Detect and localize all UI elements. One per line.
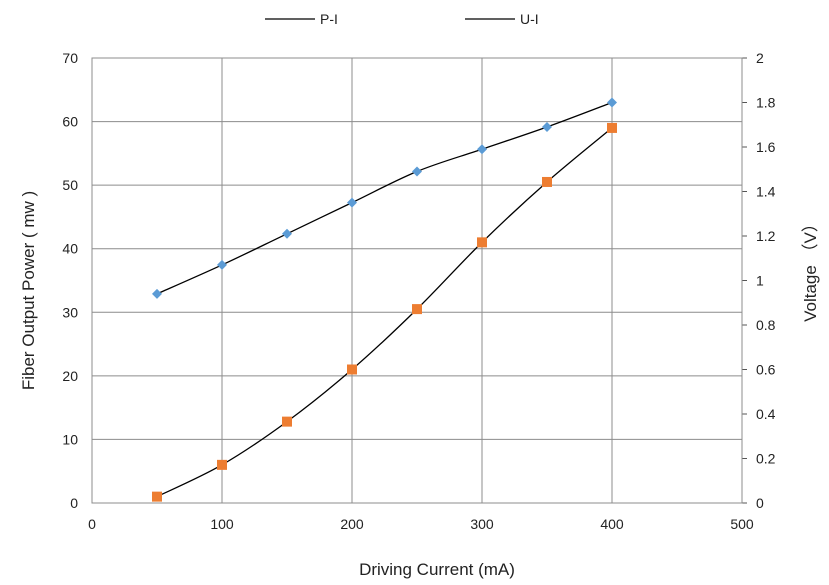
x-tick-label: 500 [730, 516, 754, 532]
data-point-diamond [542, 121, 552, 132]
y-tick-label: 20 [62, 368, 78, 384]
data-point-diamond [282, 228, 292, 239]
axes: 0 100 200 300 400 50001020304050607000.20.40.… [62, 50, 775, 532]
y2-tick-label: 0.2 [756, 451, 776, 467]
y-tick-label: 40 [62, 241, 78, 257]
legend-label: P-I [320, 11, 338, 27]
y-axis-title: Fiber Output Power ( mw ) [19, 191, 38, 390]
series-layer [152, 97, 617, 502]
y-tick-label: 10 [62, 431, 78, 447]
series-line [156, 101, 613, 295]
legend-item-p-i: P-I [265, 11, 338, 27]
grid-lines [91, 57, 743, 504]
y-tick-label: 50 [62, 177, 78, 193]
y2-tick-label: 0.8 [756, 317, 776, 333]
x-tick-label: 300 [470, 516, 494, 532]
y2-tick-label: 2 [756, 50, 764, 66]
data-point-diamond [347, 197, 357, 208]
plot-frame [91, 57, 743, 504]
data-point-diamond [217, 259, 227, 270]
data-point-square [347, 364, 357, 375]
y-tick-label: 30 [62, 304, 78, 320]
y2-tick-label: 1.4 [756, 184, 776, 200]
y2-tick-label: 1.8 [756, 95, 776, 111]
x-tick-label: 400 [600, 516, 624, 532]
series-u-i [152, 122, 617, 502]
y2-tick-label: 0.6 [756, 362, 776, 378]
y2-axis-title: Voltage （V） [801, 215, 820, 322]
y-tick-label: 60 [62, 114, 78, 130]
data-point-diamond [412, 166, 422, 177]
x-tick-label: 0 [88, 516, 96, 532]
data-point-square [542, 176, 552, 187]
data-point-square [217, 459, 227, 470]
data-point-square [412, 304, 422, 315]
legend-item-u-i: U-I [465, 11, 539, 27]
x-axis-title: Driving Current (mA) [359, 560, 515, 579]
series-p-i [152, 97, 617, 299]
data-point-square [152, 491, 162, 502]
data-point-square [477, 237, 487, 248]
axis-labels: Driving Current (mA) Fiber Output Power … [19, 191, 820, 579]
y2-tick-label: 1 [756, 273, 764, 289]
x-tick-label: 200 [340, 516, 364, 532]
data-point-square [607, 122, 617, 133]
y2-tick-label: 0 [756, 495, 764, 511]
data-point-diamond [152, 288, 162, 299]
x-tick-label: 100 [210, 516, 234, 532]
legend-label: U-I [520, 11, 539, 27]
data-point-diamond [477, 144, 487, 155]
y2-tick-label: 1.2 [756, 228, 776, 244]
legend: P-I U-I [265, 11, 539, 27]
y2-tick-label: 1.6 [756, 139, 776, 155]
y2-tick-label: 0.4 [756, 406, 776, 422]
y-tick-label: 70 [62, 50, 78, 66]
y-tick-label: 0 [70, 495, 78, 511]
data-point-diamond [607, 97, 617, 108]
data-point-square [282, 416, 292, 427]
